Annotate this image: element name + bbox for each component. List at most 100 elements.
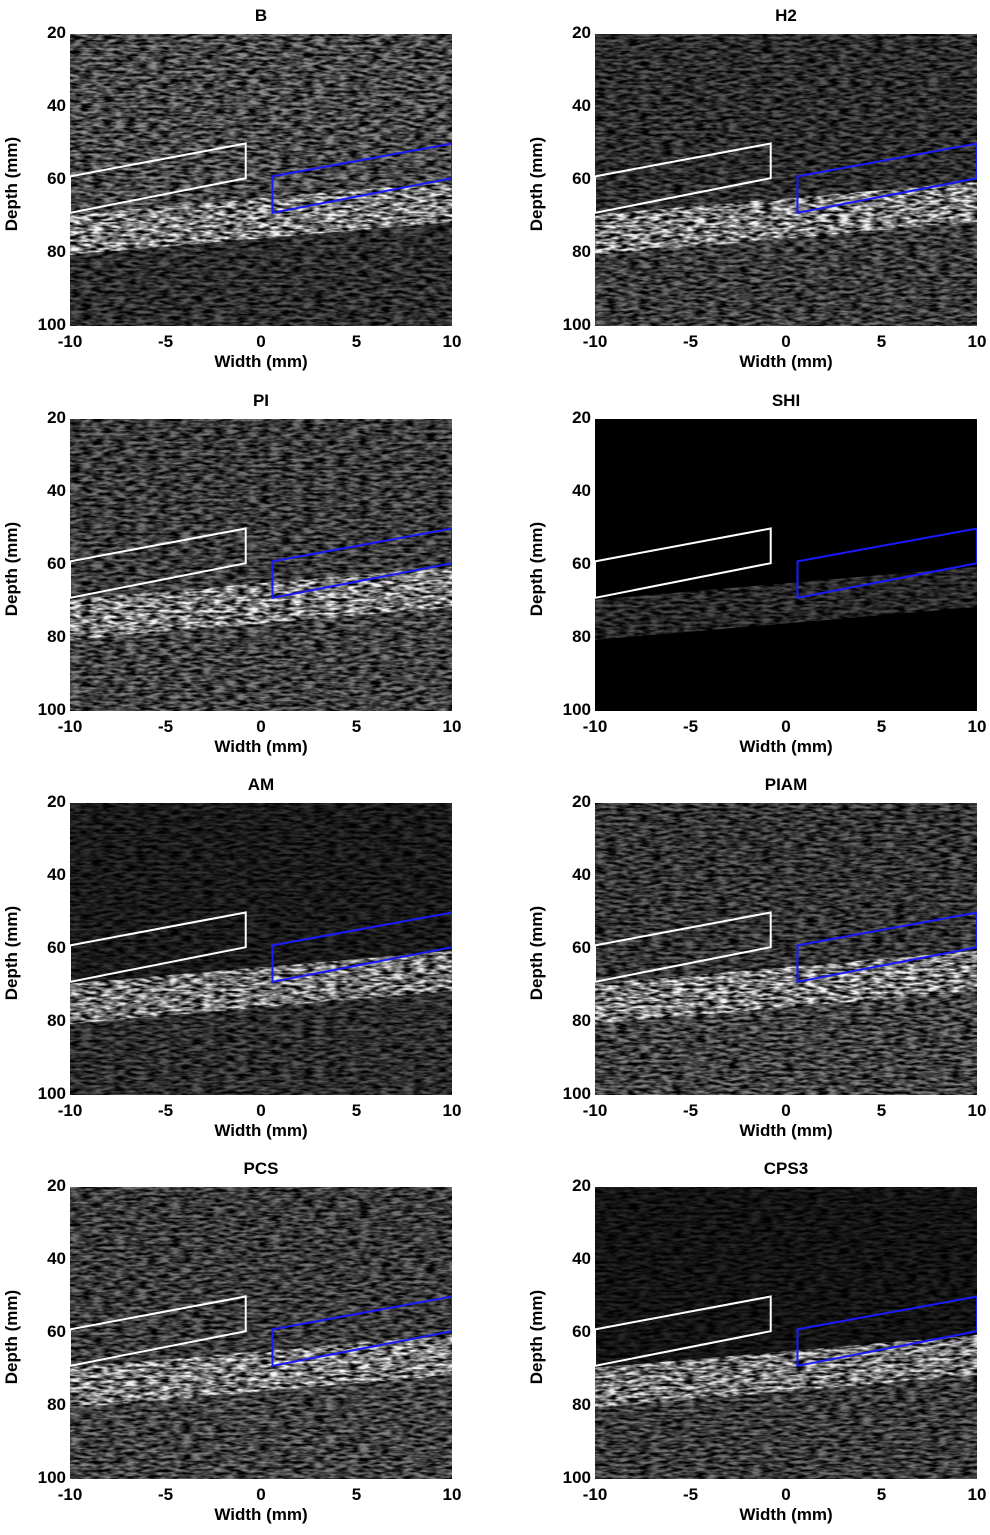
y-tick-label: 40	[47, 1249, 66, 1268]
x-tick-label: 5	[351, 332, 362, 351]
x-tick-label: -5	[157, 717, 174, 736]
x-axis-label: Width (mm)	[739, 737, 833, 756]
x-tick-label: -10	[582, 332, 608, 351]
ultrasound-image	[595, 419, 977, 711]
x-tick-label: -5	[682, 1101, 699, 1120]
reference-roi	[595, 142, 772, 214]
ultrasound-image	[595, 1187, 977, 1479]
y-tick-label: 60	[572, 169, 591, 188]
x-tick-label: 10	[442, 1485, 462, 1504]
y-tick-label: 60	[47, 938, 66, 957]
y-axis-label: Depth (mm)	[527, 905, 546, 1001]
target-roi	[271, 142, 452, 215]
image-panel: PIAM 20 40 60 80 100 -10 -5 0 5 10 Depth (mm) Width …	[525, 769, 990, 1151]
y-tick-label: 80	[572, 1395, 591, 1414]
x-tick-label: 0	[781, 1101, 791, 1120]
ultrasound-image	[70, 34, 452, 326]
y-tick-label: 80	[572, 242, 591, 261]
x-axis-label: Width (mm)	[214, 352, 308, 371]
y-tick-label: 40	[572, 96, 591, 115]
y-tick-label: 20	[47, 23, 66, 42]
x-tick-label: 10	[967, 717, 987, 736]
panel-title: PCS	[243, 1159, 279, 1178]
ultrasound-svg	[595, 803, 977, 1095]
y-tick-label: 60	[572, 938, 591, 957]
y-tick-label: 100	[37, 700, 66, 719]
x-tick-label: 5	[351, 1101, 362, 1120]
ultrasound-svg	[595, 34, 977, 326]
y-tick-label: 100	[562, 1468, 591, 1487]
x-tick-label: 10	[442, 1101, 462, 1120]
y-tick-label: 100	[562, 700, 591, 719]
y-tick-label: 80	[572, 1011, 591, 1030]
y-tick-label: 40	[572, 865, 591, 884]
panel-title: AM	[247, 775, 275, 794]
target-roi	[796, 911, 977, 984]
y-tick-label: 100	[37, 1084, 66, 1103]
panel-title: H2	[775, 6, 797, 25]
x-tick-label: -5	[682, 1485, 699, 1504]
x-tick-label: 0	[256, 1101, 266, 1120]
image-panel: PI 20 40 60 80 100 -10 -5 0 5 10 Depth (mm) Width (m…	[0, 385, 470, 767]
y-tick-label: 40	[47, 865, 66, 884]
x-tick-label: -10	[57, 1485, 83, 1504]
y-tick-label: 60	[47, 554, 66, 573]
x-tick-label: 10	[967, 1101, 987, 1120]
y-tick-label: 100	[562, 1084, 591, 1103]
target-roi	[796, 527, 977, 600]
x-tick-label: 0	[781, 332, 791, 351]
x-tick-label: 10	[967, 332, 987, 351]
y-tick-label: 80	[572, 627, 591, 646]
image-panel: H2 20 40 60 80 100 -10 -5 0 5 10 Depth (mm) Width (m…	[525, 0, 990, 382]
ultrasound-svg	[595, 419, 977, 711]
y-tick-label: 20	[47, 408, 66, 427]
x-tick-label: 10	[967, 1485, 987, 1504]
ultrasound-svg	[70, 419, 452, 711]
y-tick-label: 20	[47, 1176, 66, 1195]
y-tick-label: 80	[47, 242, 66, 261]
ultrasound-svg	[595, 1187, 977, 1479]
target-roi	[796, 1295, 977, 1368]
y-tick-label: 40	[572, 481, 591, 500]
x-axis-label: Width (mm)	[214, 737, 308, 756]
x-tick-label: -10	[57, 1101, 83, 1120]
x-axis-label: Width (mm)	[739, 1121, 833, 1140]
y-tick-label: 60	[572, 554, 591, 573]
y-tick-label: 40	[47, 96, 66, 115]
ultrasound-svg	[70, 1187, 452, 1479]
reference-roi	[70, 911, 247, 983]
x-tick-label: 10	[442, 332, 462, 351]
ultrasound-svg	[70, 34, 452, 326]
y-tick-label: 100	[562, 315, 591, 334]
reference-roi	[595, 911, 772, 983]
x-tick-label: 0	[781, 1485, 791, 1504]
y-tick-label: 20	[572, 408, 591, 427]
y-tick-label: 60	[47, 169, 66, 188]
reference-roi	[70, 527, 247, 599]
ultrasound-image	[70, 419, 452, 711]
x-axis-label: Width (mm)	[214, 1505, 308, 1524]
x-tick-label: 10	[442, 717, 462, 736]
target-roi	[796, 142, 977, 215]
image-panel: AM 20 40 60 80 100 -10 -5 0 5 10 Depth (mm) Width (m…	[0, 769, 470, 1151]
y-axis-label: Depth (mm)	[527, 136, 546, 232]
y-axis-label: Depth (mm)	[2, 136, 21, 232]
x-tick-label: 0	[256, 332, 266, 351]
image-panel: PCS 20 40 60 80 100 -10 -5 0 5 10 Depth (mm) Width (…	[0, 1153, 470, 1535]
ultrasound-image	[70, 803, 452, 1095]
reference-roi	[595, 527, 772, 599]
x-tick-label: -10	[57, 332, 83, 351]
image-panel: CPS3 20 40 60 80 100 -10 -5 0 5 10 Depth (mm) Width …	[525, 1153, 990, 1535]
y-axis-label: Depth (mm)	[527, 1289, 546, 1385]
ultrasound-image	[595, 34, 977, 326]
y-tick-label: 20	[572, 792, 591, 811]
x-tick-label: 5	[876, 332, 887, 351]
x-tick-label: 0	[256, 717, 266, 736]
x-tick-label: -5	[157, 332, 174, 351]
ultrasound-image	[595, 803, 977, 1095]
y-tick-label: 40	[47, 481, 66, 500]
x-axis-label: Width (mm)	[739, 1505, 833, 1524]
ultrasound-image	[70, 1187, 452, 1479]
target-roi	[271, 1295, 452, 1368]
y-tick-label: 60	[47, 1322, 66, 1341]
